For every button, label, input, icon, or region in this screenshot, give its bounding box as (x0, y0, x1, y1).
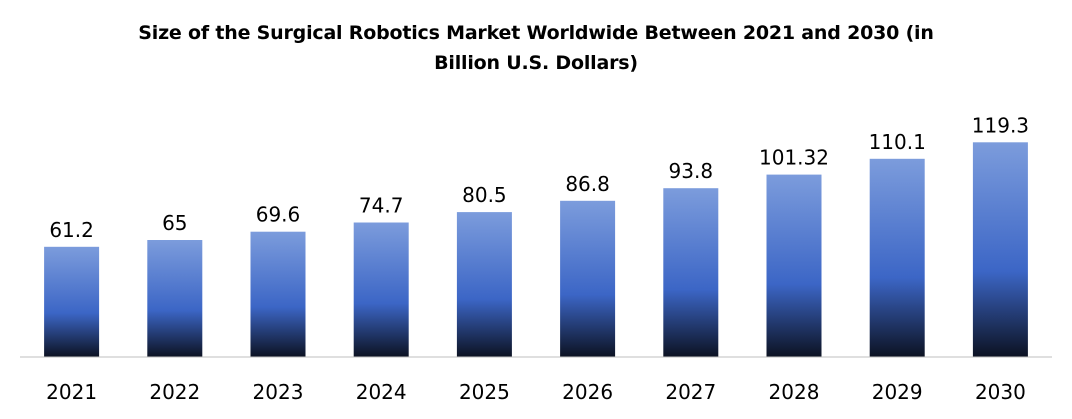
chart-title-line-2: Billion U.S. Dollars) (434, 52, 638, 74)
value-label-2027: 93.8 (669, 159, 714, 183)
chart-title-line-1: Size of the Surgical Robotics Market Wor… (138, 22, 934, 44)
x-tick-label-2021: 2021 (46, 380, 97, 404)
value-label-2030: 119.3 (972, 113, 1029, 137)
bar-2026 (560, 200, 616, 357)
x-tick-label-2022: 2022 (149, 380, 200, 404)
bar-2022 (147, 240, 203, 357)
value-label-2025: 80.5 (462, 183, 507, 207)
value-label-2029: 110.1 (869, 130, 926, 154)
bar-2025 (456, 212, 512, 357)
bar-2029 (869, 158, 925, 357)
value-label-2024: 74.7 (359, 194, 404, 218)
bar-2024 (353, 222, 409, 357)
x-tick-label-2025: 2025 (459, 380, 510, 404)
value-label-2021: 61.2 (49, 218, 94, 242)
bar-2028 (766, 174, 822, 357)
x-tick-label-2030: 2030 (975, 380, 1026, 404)
bar-2021 (44, 246, 100, 357)
bars-layer (44, 142, 1028, 357)
value-label-2026: 86.8 (565, 172, 610, 196)
value-label-2023: 69.6 (256, 203, 301, 227)
x-tick-label-2027: 2027 (665, 380, 716, 404)
value-labels-layer: 61.2 65 69.6 74.7 80.5 86.8 93.8 101.32 110.1 119… (49, 113, 1029, 242)
x-tick-label-2028: 2028 (769, 380, 820, 404)
x-tick-label-2026: 2026 (562, 380, 613, 404)
x-tick-label-2024: 2024 (356, 380, 407, 404)
x-tick-labels: 2021 2022 2023 2024 2025 2026 2027 2028 2029 2030 (46, 380, 1026, 404)
value-label-2028: 101.32 (759, 146, 829, 170)
bar-2027 (663, 188, 719, 357)
bar-2023 (250, 231, 306, 357)
bar-2030 (972, 142, 1028, 357)
chart-title: Size of the Surgical Robotics Market Wor… (0, 18, 1072, 78)
x-tick-label-2023: 2023 (253, 380, 304, 404)
value-label-2022: 65 (162, 211, 187, 235)
x-tick-label-2029: 2029 (872, 380, 923, 404)
